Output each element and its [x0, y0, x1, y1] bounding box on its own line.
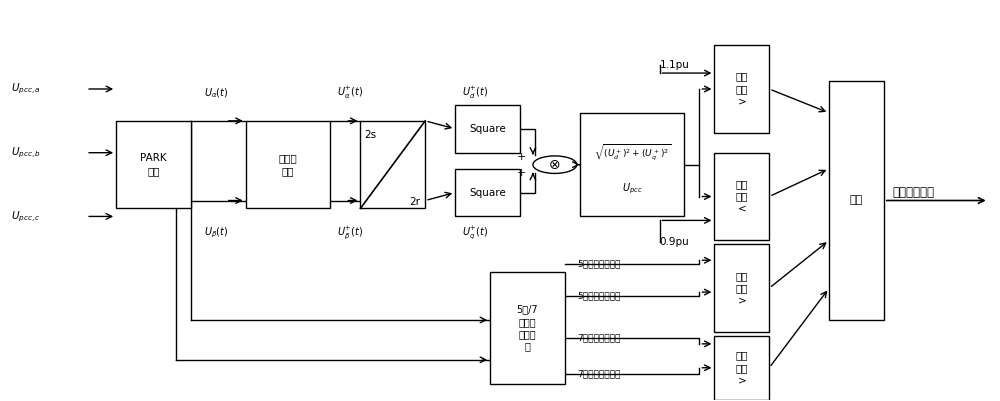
FancyBboxPatch shape [455, 169, 520, 217]
Text: $U_{\alpha}^{+}(t)$: $U_{\alpha}^{+}(t)$ [337, 85, 364, 101]
Text: 比较
单元
>: 比较 单元 > [736, 350, 748, 385]
Text: $U_{pcc,b}$: $U_{pcc,b}$ [11, 146, 42, 160]
Text: 2s: 2s [364, 130, 376, 140]
Text: Square: Square [469, 124, 506, 134]
Text: $U_{pcc}$: $U_{pcc}$ [622, 181, 643, 196]
FancyBboxPatch shape [714, 244, 769, 332]
Text: $\sqrt{(U_d^+)^2+(U_q^+)^2}$: $\sqrt{(U_d^+)^2+(U_q^+)^2}$ [594, 142, 671, 163]
FancyBboxPatch shape [829, 81, 884, 320]
FancyBboxPatch shape [714, 336, 769, 400]
Text: 5次谐波补偿门槛: 5次谐波补偿门槛 [577, 260, 620, 269]
FancyBboxPatch shape [714, 45, 769, 133]
Text: $U_{\alpha}(t)$: $U_{\alpha}(t)$ [204, 86, 228, 100]
Text: $U_{\beta}^{+}(t)$: $U_{\beta}^{+}(t)$ [337, 224, 364, 241]
Text: 串联补偿模式: 串联补偿模式 [892, 186, 934, 199]
Text: 比较
单元
<: 比较 单元 < [736, 179, 748, 214]
Text: $U_{pcc,a}$: $U_{pcc,a}$ [11, 82, 41, 96]
Text: 2r: 2r [410, 197, 421, 207]
Text: 5次谐波检测幅值: 5次谐波检测幅值 [577, 292, 620, 301]
FancyBboxPatch shape [455, 105, 520, 153]
Text: $U_{pcc,c}$: $U_{pcc,c}$ [11, 209, 41, 224]
FancyBboxPatch shape [714, 153, 769, 240]
FancyBboxPatch shape [246, 121, 330, 209]
Text: +: + [517, 152, 527, 162]
Text: 0.9pu: 0.9pu [660, 237, 689, 247]
Text: Square: Square [469, 188, 506, 198]
FancyBboxPatch shape [360, 121, 425, 209]
Text: +: + [517, 168, 527, 178]
Text: $U_{d}^{+}(t)$: $U_{d}^{+}(t)$ [462, 85, 488, 101]
Text: $U_{\beta}(t)$: $U_{\beta}(t)$ [204, 225, 228, 239]
Text: $U_{q}^{+}(t)$: $U_{q}^{+}(t)$ [462, 224, 488, 241]
Text: 或门: 或门 [850, 196, 863, 205]
Text: ⊗: ⊗ [549, 158, 561, 172]
Text: 正负序
分解: 正负序 分解 [279, 154, 297, 176]
Text: 5次/7
次谐波
电压提
取: 5次/7 次谐波 电压提 取 [517, 304, 538, 352]
Text: 比较
单元
>: 比较 单元 > [736, 72, 748, 106]
FancyBboxPatch shape [490, 272, 565, 384]
Text: 7次谐波检测幅值: 7次谐波检测幅值 [577, 333, 620, 342]
Text: PARK
变换: PARK 变换 [140, 154, 167, 176]
Text: 1.1pu: 1.1pu [660, 60, 689, 70]
Text: 7次谐波补偿门槛: 7次谐波补偿门槛 [577, 369, 620, 378]
FancyBboxPatch shape [580, 113, 684, 217]
FancyBboxPatch shape [116, 121, 191, 209]
Text: 比较
单元
>: 比较 单元 > [736, 271, 748, 306]
